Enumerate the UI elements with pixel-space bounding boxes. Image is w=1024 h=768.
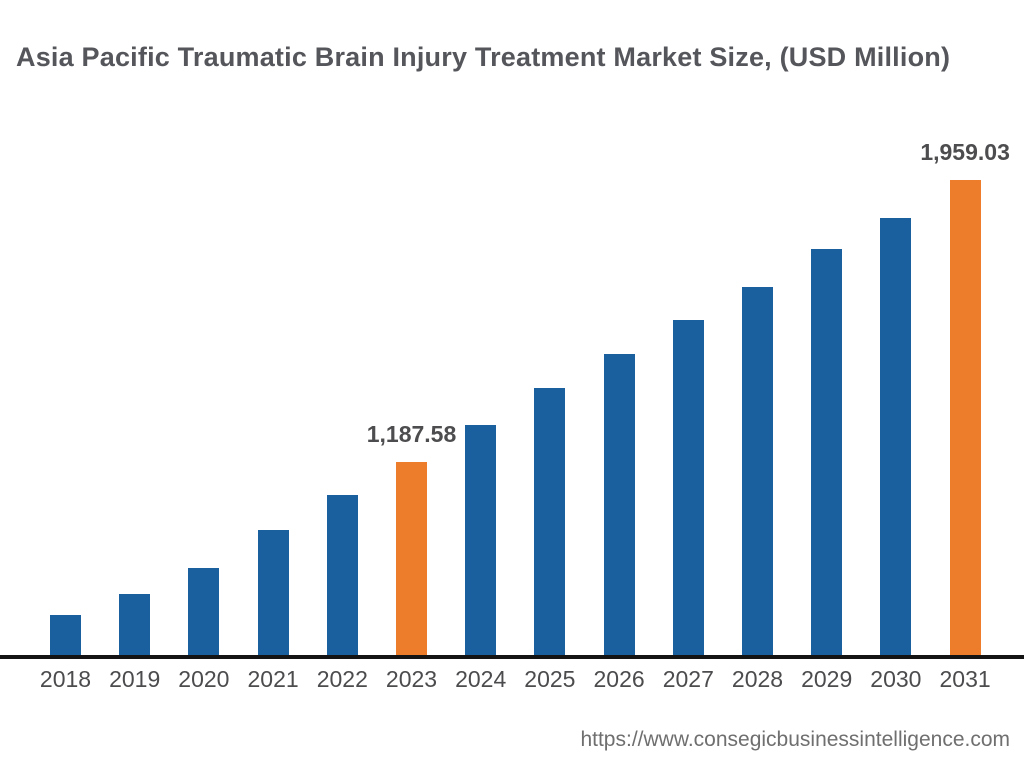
plot-area: 1,187.58 1,959.03 — [50, 139, 1010, 655]
bar-2023 — [396, 462, 427, 655]
x-tick-2025: 2025 — [524, 666, 576, 692]
bar-2026 — [603, 354, 635, 655]
x-tick-2029: 2029 — [801, 666, 853, 692]
x-tick-2030: 2030 — [870, 666, 922, 692]
x-tick-2031: 2031 — [939, 666, 991, 692]
bar-2027 — [672, 320, 704, 655]
x-tick-2024: 2024 — [455, 666, 507, 692]
bar-2018 — [50, 615, 81, 655]
source-url-link[interactable]: https://www.consegicbusinessintelligence… — [580, 728, 1010, 751]
chart-title: Asia Pacific Traumatic Brain Injury Trea… — [16, 42, 951, 72]
x-tick-2027: 2027 — [662, 666, 714, 692]
x-tick-2018: 2018 — [39, 666, 92, 692]
bar-2024 — [465, 425, 497, 655]
bar-2028 — [742, 287, 773, 655]
x-tick-2028: 2028 — [731, 666, 784, 692]
x-axis-tick-row: 2018 2019 2020 2021 2022 2023 2024 2025 2026 2027… — [0, 666, 1024, 696]
x-tick-2019: 2019 — [109, 666, 161, 692]
bar-2020 — [188, 568, 220, 655]
bar-2021 — [257, 530, 289, 655]
x-axis-line — [0, 655, 1024, 659]
bar-2031 — [949, 180, 981, 655]
x-tick-2026: 2026 — [593, 666, 645, 692]
x-tick-2021: 2021 — [247, 666, 299, 692]
x-tick-2022: 2022 — [316, 666, 368, 692]
bar-2019 — [119, 594, 151, 655]
bar-2030 — [880, 218, 912, 655]
data-label-2031: 1,959.03 — [920, 139, 1010, 165]
bar-2029 — [811, 249, 843, 655]
data-label-2023: 1,187.58 — [366, 421, 457, 447]
bar-2025 — [534, 388, 566, 655]
x-tick-2023: 2023 — [385, 666, 438, 692]
bar-2022 — [326, 495, 358, 655]
x-tick-2020: 2020 — [178, 666, 230, 692]
